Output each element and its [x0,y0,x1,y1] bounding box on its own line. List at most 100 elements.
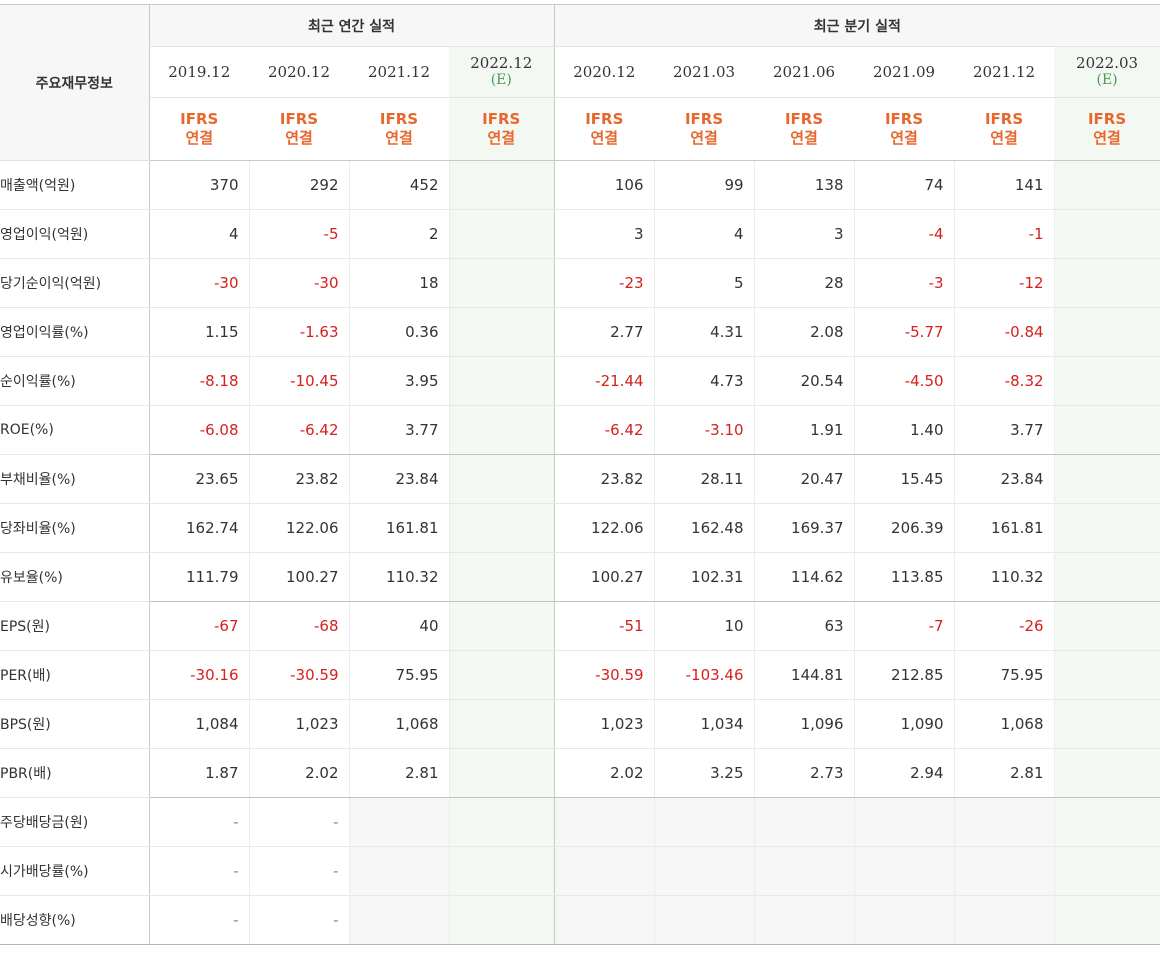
value-cell: 20.47 [753,454,855,504]
accounting-standard: IFRS [984,110,1024,128]
value-cell [348,797,449,847]
table-row: EPS(원) -67 -68 40 -51 10 63 -7 -26 [0,601,1160,651]
table-row: 당좌비율(%) 162.74 122.06 161.81 122.06 162.48 169… [0,503,1160,553]
value-cell: -30.16 [148,650,249,700]
value-cell [448,797,555,847]
row-label: 배당성향(%) [0,895,150,945]
value-cell [448,699,555,749]
value-cell: -21.44 [553,356,655,406]
value-cell [853,895,955,945]
value-cell [448,405,555,455]
value-cell: 75.95 [953,650,1055,700]
value-cell: 2.02 [248,748,349,798]
value-cell: 28.11 [653,454,755,504]
accounting-basis: 연결 [990,129,1018,147]
value-cell: 370 [148,160,249,210]
accounting-standard: IFRS [482,110,521,128]
period-header: 2021.09 [854,46,955,98]
row-label: 영업이익률(%) [0,307,150,357]
accounting-basis: 연결 [590,129,619,147]
value-cell [1053,258,1160,308]
accounting-header: IFRS 연결 [553,97,655,161]
row-label: 주당배당금(원) [0,797,150,847]
value-cell [1053,552,1160,602]
value-cell: 113.85 [853,552,955,602]
row-label: 유보율(%) [0,552,150,602]
value-cell: 3.77 [953,405,1055,455]
value-cell [348,895,449,945]
value-cell: 1,023 [553,699,655,749]
value-cell: 1,090 [853,699,955,749]
value-cell [653,797,755,847]
value-cell: 1,084 [148,699,249,749]
value-cell [448,258,555,308]
value-cell: - [148,846,249,896]
value-cell [448,356,555,406]
value-cell: 169.37 [753,503,855,553]
value-cell: -30 [248,258,349,308]
accounting-standard: IFRS [585,110,624,128]
value-cell: -8.18 [148,356,249,406]
table-row: ROE(%) -6.08 -6.42 3.77 -6.42 -3.10 1.91 1.40 3.… [0,405,1160,455]
value-cell: 2.81 [348,748,449,798]
table-row: PBR(배) 1.87 2.02 2.81 2.02 3.25 2.73 2.94 2.81 [0,748,1160,798]
period-header: 2019.12 [149,46,249,98]
value-cell [1053,601,1160,651]
period-header: 2022.03 (E) [1054,46,1160,98]
value-cell [1053,650,1160,700]
value-cell: 2.08 [753,307,855,357]
value-cell: -4.50 [853,356,955,406]
value-cell: -30.59 [248,650,349,700]
value-cell: 110.32 [348,552,449,602]
value-cell: -30.59 [553,650,655,700]
period-date: 2021.06 [773,62,836,81]
accounting-standard: IFRS [784,110,824,128]
quarter-group-header: 최근 분기 실적 [553,4,1160,47]
value-cell: 74 [853,160,955,210]
value-cell: 1.15 [148,307,249,357]
value-cell: -51 [553,601,655,651]
value-cell: 5 [653,258,755,308]
value-cell [853,846,955,896]
table-row: 순이익률(%) -8.18 -10.45 3.95 -21.44 4.73 20.54 -4.… [0,356,1160,406]
value-cell [753,797,855,847]
accounting-header: IFRS 연결 [1054,97,1160,161]
row-label: PBR(배) [0,748,150,798]
accounting-standard: IFRS [279,110,319,128]
value-cell: 1,068 [348,699,449,749]
value-cell: 161.81 [953,503,1055,553]
value-cell [448,552,555,602]
table-row: 시가배당률(%) - - [0,846,1160,896]
value-cell: 292 [248,160,349,210]
period-date: 2021.12 [973,62,1036,81]
financial-summary-table: 주요재무정보 최근 연간 실적 최근 분기 실적 2019.12 2020.12 2… [0,4,1160,945]
value-cell: 3 [753,209,855,259]
table-row: 매출액(억원) 370 292 452 106 99 138 74 141 [0,160,1160,210]
value-cell: 138 [753,160,855,210]
period-header: 2021.03 [654,46,755,98]
value-cell: -26 [953,601,1055,651]
value-cell: -12 [953,258,1055,308]
value-cell [448,601,555,651]
period-header: 2020.12 [249,46,349,98]
value-cell: 1.40 [853,405,955,455]
value-cell: 0.36 [348,307,449,357]
period-date: 2021.09 [873,62,936,81]
period-date: 2019.12 [168,62,231,81]
row-label: 당기순이익(억원) [0,258,150,308]
table-row: 영업이익(억원) 4 -5 2 3 4 3 -4 -1 [0,209,1160,259]
accounting-header: IFRS 연결 [249,97,349,161]
accounting-basis: 연결 [385,129,413,147]
value-cell: 28 [753,258,855,308]
period-header: 2021.12 [954,46,1055,98]
value-cell: 3.25 [653,748,755,798]
value-cell: 1,023 [248,699,349,749]
value-cell: 206.39 [853,503,955,553]
value-cell: 100.27 [248,552,349,602]
value-cell: -10.45 [248,356,349,406]
header-label: 주요재무정보 [0,4,150,161]
value-cell [953,797,1055,847]
period-date: 2020.12 [267,62,331,81]
table-row: 영업이익률(%) 1.15 -1.63 0.36 2.77 4.31 2.08 -5.77 -0… [0,307,1160,357]
accounting-header: IFRS 연결 [754,97,855,161]
